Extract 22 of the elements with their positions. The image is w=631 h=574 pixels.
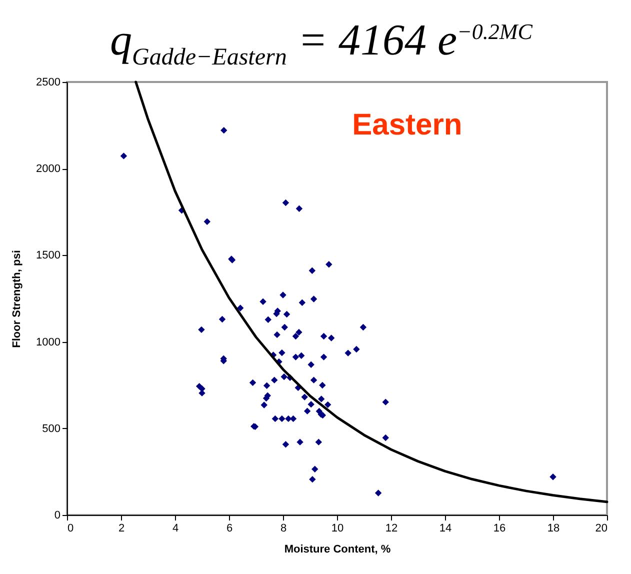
- x-tick-label: 8: [280, 522, 287, 534]
- y-tick-label: 2500: [36, 76, 60, 88]
- x-tick-label: 16: [493, 522, 506, 534]
- x-tick-label: 12: [385, 522, 398, 534]
- y-tick-label: 0: [54, 510, 60, 522]
- y-tick-label: 1500: [36, 250, 60, 262]
- x-tick-label: 20: [595, 522, 608, 534]
- x-axis-title: Moisture Content, %: [284, 544, 391, 556]
- y-tick-label: 2000: [36, 163, 60, 176]
- x-tick-label: 0: [68, 522, 74, 534]
- y-tick-label: 500: [42, 422, 60, 435]
- x-tick-label: 4: [172, 522, 179, 534]
- line-series: [134, 80, 608, 504]
- y-axis-title: Floor Strength, psi: [11, 250, 24, 348]
- y-tick-label: 1000: [36, 336, 60, 348]
- chart-title: q$_{Gadde−Eastern}$ = 4164 e$^{−0.2MC}$: [109, 14, 534, 70]
- x-tick-label: 14: [439, 522, 452, 534]
- x-tick-label: 10: [331, 522, 344, 534]
- x-tick-label: 2: [118, 522, 125, 534]
- x-tick-label: 18: [547, 522, 560, 534]
- x-tick-label: 6: [226, 522, 233, 534]
- annotation: Eastern: [352, 108, 462, 142]
